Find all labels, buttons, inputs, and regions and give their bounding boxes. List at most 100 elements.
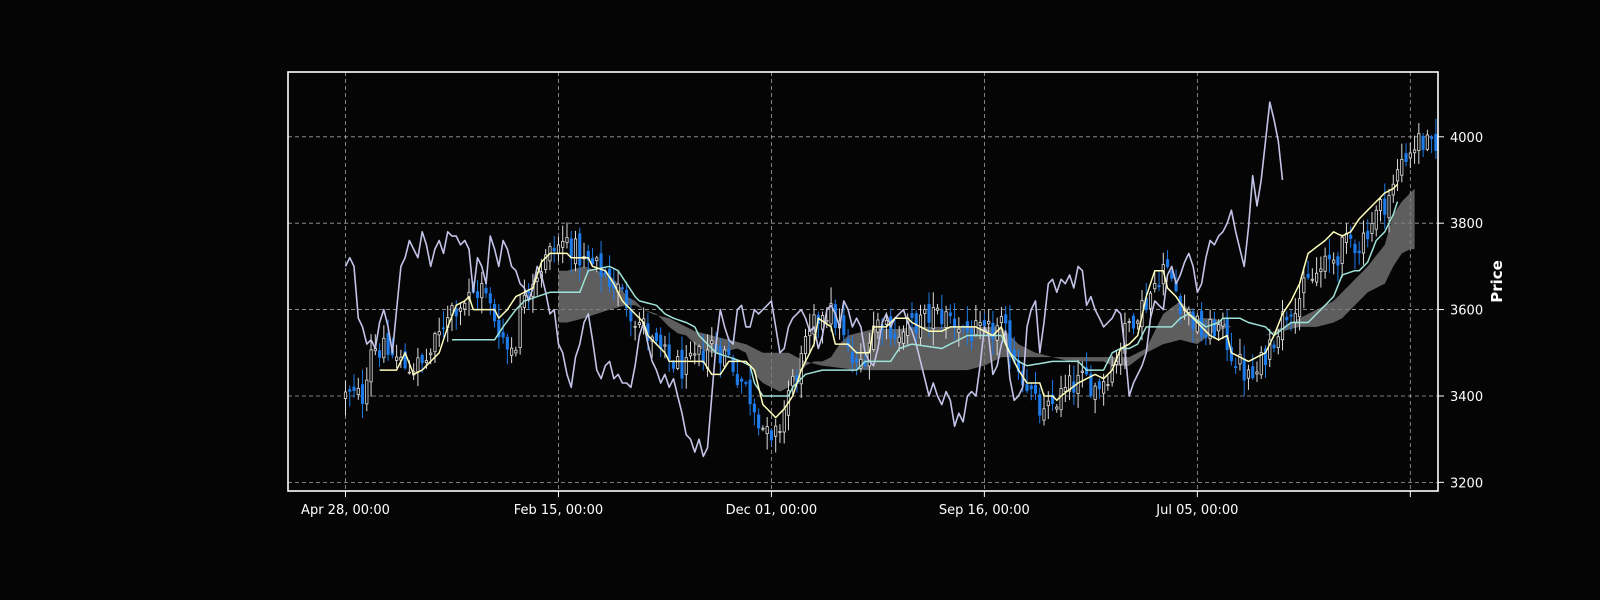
candle-body	[999, 316, 1003, 324]
candle-body	[429, 352, 433, 356]
candle-body	[710, 340, 714, 345]
candle-body	[757, 414, 761, 429]
candle-body	[1131, 315, 1136, 329]
candle-body	[978, 322, 982, 326]
candle-body	[1080, 370, 1084, 373]
candle-body	[850, 352, 854, 364]
candle-body	[1157, 285, 1161, 288]
candle-body	[1238, 354, 1242, 365]
candle-body	[1378, 199, 1383, 212]
candle-body	[680, 349, 684, 379]
x-tick-label: Sep 16, 00:00	[939, 503, 1030, 518]
candle-body	[1102, 381, 1106, 394]
candle-body	[1417, 133, 1421, 152]
candle-body	[923, 309, 927, 314]
candle-body	[1187, 308, 1191, 313]
candle-body	[1361, 232, 1366, 254]
candle-body	[1285, 316, 1289, 321]
candle-body	[475, 291, 480, 298]
candle-body	[441, 327, 446, 330]
candle-body	[855, 358, 859, 363]
candle-body	[1404, 153, 1408, 163]
candle-body	[480, 283, 484, 299]
candle-body	[518, 306, 522, 348]
candle-body	[1353, 243, 1357, 254]
candle-body	[782, 408, 786, 433]
candle-body	[386, 333, 390, 355]
candle-body	[1280, 311, 1285, 341]
candle-body	[1327, 254, 1331, 260]
candle-body	[467, 291, 471, 300]
candle-body	[774, 425, 778, 437]
candle-body	[463, 302, 467, 310]
candle-body	[1038, 394, 1042, 416]
candle-body	[1370, 222, 1374, 234]
candle-body	[1089, 373, 1093, 397]
candle-body	[1016, 359, 1021, 373]
candle-body	[727, 348, 731, 356]
candle-body	[1004, 314, 1008, 324]
candle-body	[693, 353, 697, 356]
indicator-lines	[344, 101, 1399, 458]
candle-body	[1366, 230, 1370, 240]
candle-body	[1106, 384, 1110, 386]
candle-body	[1059, 388, 1063, 411]
candle-body	[697, 346, 701, 355]
candle-body	[501, 332, 505, 338]
candle-body	[654, 332, 658, 342]
candle-body	[620, 287, 624, 290]
candle-body	[348, 389, 352, 392]
candle-body	[825, 319, 829, 323]
candle-body	[1148, 292, 1153, 309]
candle-body	[1242, 358, 1246, 381]
candle-body	[1400, 158, 1404, 176]
candle-body	[382, 337, 386, 359]
candle-body	[1050, 394, 1055, 404]
candle-body	[1225, 317, 1229, 350]
candle-body	[1033, 384, 1038, 394]
candle-body	[1204, 334, 1208, 338]
candle-body	[1289, 314, 1293, 317]
y-tick-label: 3400	[1450, 390, 1483, 405]
candle-body	[957, 328, 961, 333]
candle-body	[688, 352, 693, 357]
candle-body	[667, 344, 671, 360]
candle-body	[595, 257, 599, 262]
candle-body	[1255, 371, 1259, 375]
candle-body	[1191, 311, 1195, 330]
candle-body	[552, 247, 556, 252]
candle-body	[637, 322, 641, 325]
candle-body	[944, 311, 948, 328]
candle-body	[1302, 277, 1306, 294]
candle-body	[1421, 135, 1425, 150]
cloud-area	[558, 188, 1415, 392]
candle-body	[748, 379, 752, 405]
candle-body	[676, 356, 680, 369]
candle-body	[1332, 259, 1336, 264]
candle-body	[1136, 320, 1140, 324]
candle-body	[1315, 272, 1319, 283]
candle-body	[765, 426, 769, 435]
candle-body	[1276, 336, 1280, 348]
candle-body	[407, 371, 411, 374]
candle-body	[343, 391, 348, 399]
candle-body	[731, 357, 735, 372]
candle-body	[829, 303, 833, 325]
candle-body	[1293, 313, 1297, 323]
candle-body	[1165, 259, 1170, 267]
candle-body	[1251, 366, 1255, 379]
candle-body	[761, 427, 765, 430]
candle-body	[1387, 195, 1391, 219]
y-axis-title: Price	[1488, 260, 1506, 303]
candle-body	[365, 379, 369, 405]
candle-body	[752, 403, 756, 413]
candle-body	[927, 303, 931, 323]
candle-body	[1323, 255, 1327, 272]
conversion-line	[379, 183, 1399, 419]
candle-body	[1025, 384, 1029, 391]
candle-body	[497, 319, 501, 338]
candle-body	[1425, 134, 1429, 150]
candle-body	[1042, 408, 1046, 421]
